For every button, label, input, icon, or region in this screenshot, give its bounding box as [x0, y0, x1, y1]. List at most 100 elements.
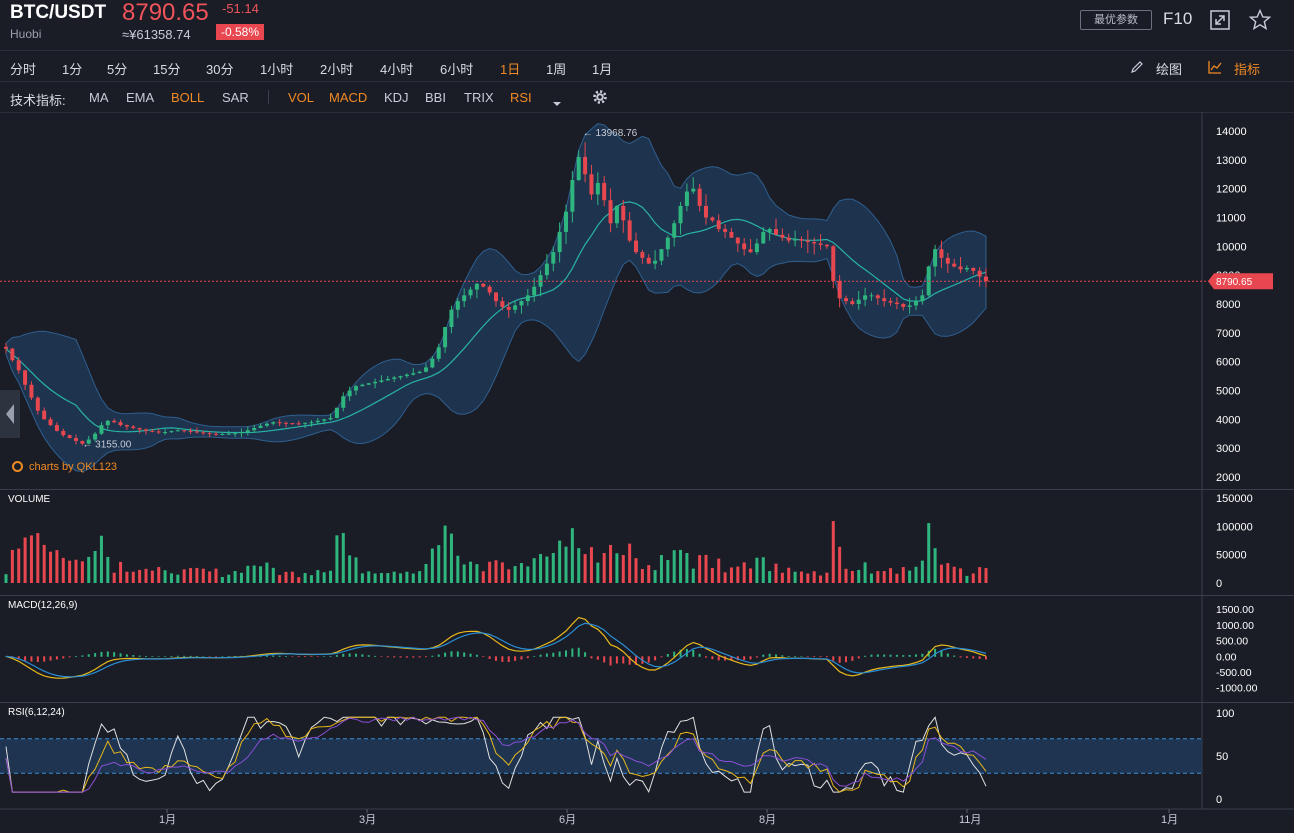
period-tab[interactable]: 1月	[592, 62, 613, 77]
indicator-vol[interactable]: VOL	[288, 90, 315, 105]
rsi-axis-tick-label: 0	[1216, 794, 1222, 806]
fullscreen-icon[interactable]	[1208, 8, 1232, 32]
candle	[697, 188, 702, 206]
period-tab[interactable]: 15分	[153, 62, 181, 77]
chevron-down-icon[interactable]	[552, 94, 562, 112]
candle	[487, 286, 492, 293]
macd-histogram-bar	[577, 647, 580, 657]
period-tab[interactable]: 1周	[546, 62, 567, 77]
volume-bar	[539, 554, 543, 583]
candle	[888, 301, 893, 303]
low-price-annotation: ← 3155.00	[82, 440, 131, 451]
price-axis-tick-label: 14000	[1216, 126, 1247, 138]
candle	[360, 384, 365, 387]
scroll-left-button[interactable]	[0, 390, 20, 438]
volume-bar	[405, 571, 409, 583]
volume-bar	[49, 551, 53, 583]
volume-bar	[609, 544, 613, 583]
macd-histogram-bar	[864, 655, 867, 657]
candle	[544, 263, 549, 276]
candle	[799, 239, 804, 241]
candle	[137, 427, 142, 430]
price-axis-tick-label: 12000	[1216, 184, 1247, 196]
candle	[150, 430, 155, 432]
volume-bar	[252, 565, 256, 583]
macd-histogram-bar	[425, 656, 427, 658]
macd-histogram-bar	[717, 656, 720, 661]
period-tab[interactable]: 1小时	[260, 62, 294, 77]
indicator-label: 技术指标:	[10, 93, 66, 108]
volume-bar	[793, 571, 797, 583]
macd-histogram-bar	[17, 656, 20, 660]
volume-bar	[914, 566, 918, 583]
indicator-rsi[interactable]: RSI	[510, 90, 532, 105]
draw-tool-button[interactable]: 绘图	[1156, 62, 1183, 77]
macd-histogram-bar	[335, 655, 338, 657]
macd-axis-tick-label: -500.00	[1216, 667, 1252, 679]
macd-histogram-bar	[781, 655, 784, 657]
time-axis-tick-label: 1月	[1161, 814, 1178, 826]
pencil-icon[interactable]	[1130, 60, 1144, 79]
candle	[80, 440, 85, 444]
candle	[67, 435, 72, 439]
macd-histogram-bar	[208, 656, 211, 657]
period-tab[interactable]: 1分	[62, 62, 83, 77]
symbol-title: BTC/USDT	[10, 2, 107, 23]
volume-bar	[647, 565, 651, 583]
period-tab[interactable]: 4小时	[380, 62, 414, 77]
volume-bar	[857, 569, 861, 583]
period-tab[interactable]: 5分	[107, 62, 128, 77]
macd-histogram-bar	[845, 656, 847, 663]
volume-bar	[933, 548, 937, 583]
macd-histogram-bar	[342, 653, 345, 657]
candle	[958, 266, 963, 270]
candle	[761, 231, 766, 244]
macd-histogram-bar	[806, 656, 809, 657]
candle	[818, 243, 823, 245]
period-tab[interactable]: 分时	[10, 62, 37, 77]
period-tab[interactable]: 6小时	[440, 62, 474, 77]
candle	[23, 370, 28, 385]
f10-button[interactable]: F10	[1163, 9, 1193, 28]
indicator-boll[interactable]: BOLL	[171, 90, 205, 105]
volume-bar	[424, 563, 428, 583]
indicator-button[interactable]: 指标	[1234, 62, 1261, 77]
period-tab[interactable]: 30分	[206, 62, 234, 77]
volume-bar	[551, 552, 555, 583]
macd-histogram-bar	[876, 654, 879, 657]
chart-area[interactable]: 2000300040005000600070008000900010000110…	[0, 112, 1294, 833]
volume-bar	[742, 562, 746, 583]
macd-histogram-bar	[825, 656, 828, 658]
indicator-macd[interactable]: MACD	[329, 90, 368, 105]
period-bar: 分时 1分 5分 15分 30分 1小时 2小时 4小时 6小时 1日 1周 1…	[0, 51, 1294, 82]
rsi-24-line	[5, 716, 987, 793]
star-icon[interactable]	[1248, 8, 1272, 32]
indicator-sar[interactable]: SAR	[222, 90, 249, 105]
period-tab[interactable]: 2小时	[320, 62, 354, 77]
rsi-axis-tick-label: 50	[1216, 751, 1228, 763]
indicator-kdj[interactable]: KDJ	[384, 90, 409, 105]
macd-histogram-bar	[291, 656, 294, 657]
macd-histogram-bar	[603, 656, 606, 663]
rsi-panel-title: RSI(6,12,24)	[8, 707, 65, 718]
indicator-trix[interactable]: TRIX	[464, 90, 494, 105]
volume-bar	[729, 567, 733, 583]
macd-histogram-bar	[164, 656, 167, 657]
rsi-6-line	[5, 716, 987, 794]
indicator-chart-icon[interactable]	[1208, 60, 1222, 79]
macd-histogram-bar	[304, 656, 307, 658]
volume-bar	[411, 573, 415, 583]
volume-bar	[831, 521, 835, 583]
candle	[29, 384, 34, 398]
macd-histogram-bar	[787, 656, 790, 657]
gear-icon[interactable]	[591, 88, 609, 111]
indicator-ma[interactable]: MA	[89, 90, 109, 105]
macd-histogram-bar	[62, 656, 65, 659]
period-tab-active[interactable]: 1日	[500, 62, 521, 77]
volume-bar	[443, 525, 447, 583]
indicator-ema[interactable]: EMA	[126, 90, 155, 105]
candle	[296, 423, 301, 425]
indicator-bbi[interactable]: BBI	[425, 90, 446, 105]
best-params-button[interactable]: 最优参数	[1080, 10, 1152, 30]
macd-histogram-bar	[386, 656, 389, 658]
